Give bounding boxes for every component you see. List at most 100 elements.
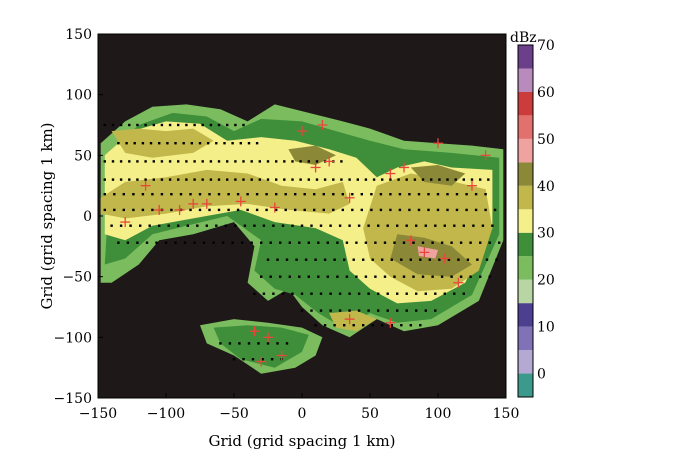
- dot-marker: [103, 193, 106, 196]
- dot-marker: [389, 193, 392, 196]
- dot-marker: [386, 309, 389, 312]
- dot-marker: [333, 258, 336, 261]
- dot-marker: [396, 292, 399, 295]
- dot-marker: [279, 275, 282, 278]
- dot-marker: [348, 224, 351, 227]
- dot-marker: [377, 292, 380, 295]
- dot-marker: [272, 224, 275, 227]
- dot-marker: [405, 309, 408, 312]
- dot-marker: [258, 160, 261, 163]
- x-tick-label: 0: [298, 406, 307, 422]
- dot-marker: [390, 324, 393, 327]
- cross-marker-layer: [120, 120, 491, 367]
- dot-marker: [487, 178, 490, 181]
- dot-marker: [459, 275, 463, 278]
- y-tick-label: 0: [83, 209, 92, 225]
- dot-marker: [119, 123, 123, 127]
- dot-marker: [215, 142, 218, 145]
- dot-marker: [419, 324, 422, 327]
- dot-marker: [144, 123, 147, 127]
- dot-marker: [189, 193, 192, 196]
- dot-marker: [364, 178, 368, 181]
- dot-marker: [491, 224, 494, 227]
- colorbar-tick-label: 30: [537, 226, 555, 242]
- dot-marker: [332, 193, 335, 196]
- dot-marker: [310, 309, 313, 312]
- dot-marker: [255, 142, 259, 145]
- dot-marker: [450, 275, 453, 278]
- dot-marker: [136, 123, 139, 127]
- dot-marker: [231, 142, 234, 145]
- dot-marker: [144, 178, 147, 181]
- dot-marker: [484, 208, 487, 212]
- dot-marker: [226, 160, 229, 163]
- dot-marker: [304, 258, 308, 261]
- dot-marker: [170, 208, 173, 212]
- dot-marker: [415, 224, 418, 227]
- cross-marker: [188, 198, 199, 209]
- x-tick-label: 100: [425, 406, 452, 422]
- dot-marker: [493, 208, 497, 212]
- colorbar-frame: [517, 44, 534, 398]
- dot-marker: [265, 208, 268, 212]
- dot-marker: [488, 241, 491, 244]
- dot-marker: [136, 241, 139, 244]
- dot-marker: [303, 208, 306, 212]
- dot-marker: [136, 160, 139, 163]
- dot-marker: [367, 224, 370, 227]
- dot-marker: [364, 275, 368, 278]
- dot-marker: [351, 193, 354, 196]
- dot-marker: [215, 224, 218, 227]
- dot-marker: [132, 208, 135, 212]
- dot-marker: [262, 224, 266, 227]
- dot-marker: [239, 142, 242, 145]
- dot-marker: [182, 142, 185, 145]
- dot-marker: [348, 292, 351, 295]
- dot-marker: [434, 292, 437, 295]
- dot-marker: [152, 123, 155, 127]
- colorbar-tick-label: 10: [537, 320, 555, 336]
- dot-marker: [279, 241, 282, 244]
- dot-marker: [430, 178, 433, 181]
- dot-marker: [234, 178, 237, 181]
- colorbar: [517, 44, 534, 398]
- dot-marker: [427, 208, 430, 212]
- dot-marker: [398, 193, 402, 196]
- dot-marker: [322, 193, 325, 196]
- cross-marker: [263, 332, 273, 343]
- dot-marker: [362, 324, 365, 327]
- dot-marker: [362, 258, 365, 261]
- dot-marker: [374, 275, 377, 278]
- dot-marker: [255, 193, 259, 196]
- dot-marker: [202, 241, 206, 244]
- dot-marker: [470, 178, 474, 181]
- dot-marker: [465, 193, 468, 196]
- dot-marker: [177, 224, 180, 227]
- dot-marker: [338, 224, 342, 227]
- dot-marker: [370, 208, 373, 212]
- dot-marker: [295, 258, 298, 261]
- dot-marker: [310, 224, 313, 227]
- dot-marker: [453, 224, 456, 227]
- dot-marker: [132, 193, 135, 196]
- dot-marker: [472, 224, 475, 227]
- dot-marker: [440, 275, 444, 278]
- dot-marker: [221, 241, 225, 244]
- dot-marker: [364, 241, 368, 244]
- echo-layer: [100, 104, 504, 374]
- dot-marker: [389, 208, 392, 212]
- dot-marker: [196, 224, 199, 227]
- dot-marker: [266, 342, 270, 345]
- dot-marker: [151, 193, 154, 196]
- dot-marker: [160, 193, 164, 196]
- x-axis-label: Grid (grid spacing 1 km): [208, 432, 395, 450]
- colorbar-band: [518, 279, 533, 304]
- dot-marker: [103, 160, 106, 163]
- dot-marker: [352, 258, 355, 261]
- dot-marker: [185, 178, 188, 181]
- colorbar-band: [518, 45, 533, 69]
- dot-marker: [255, 208, 259, 212]
- dot-marker: [352, 324, 355, 327]
